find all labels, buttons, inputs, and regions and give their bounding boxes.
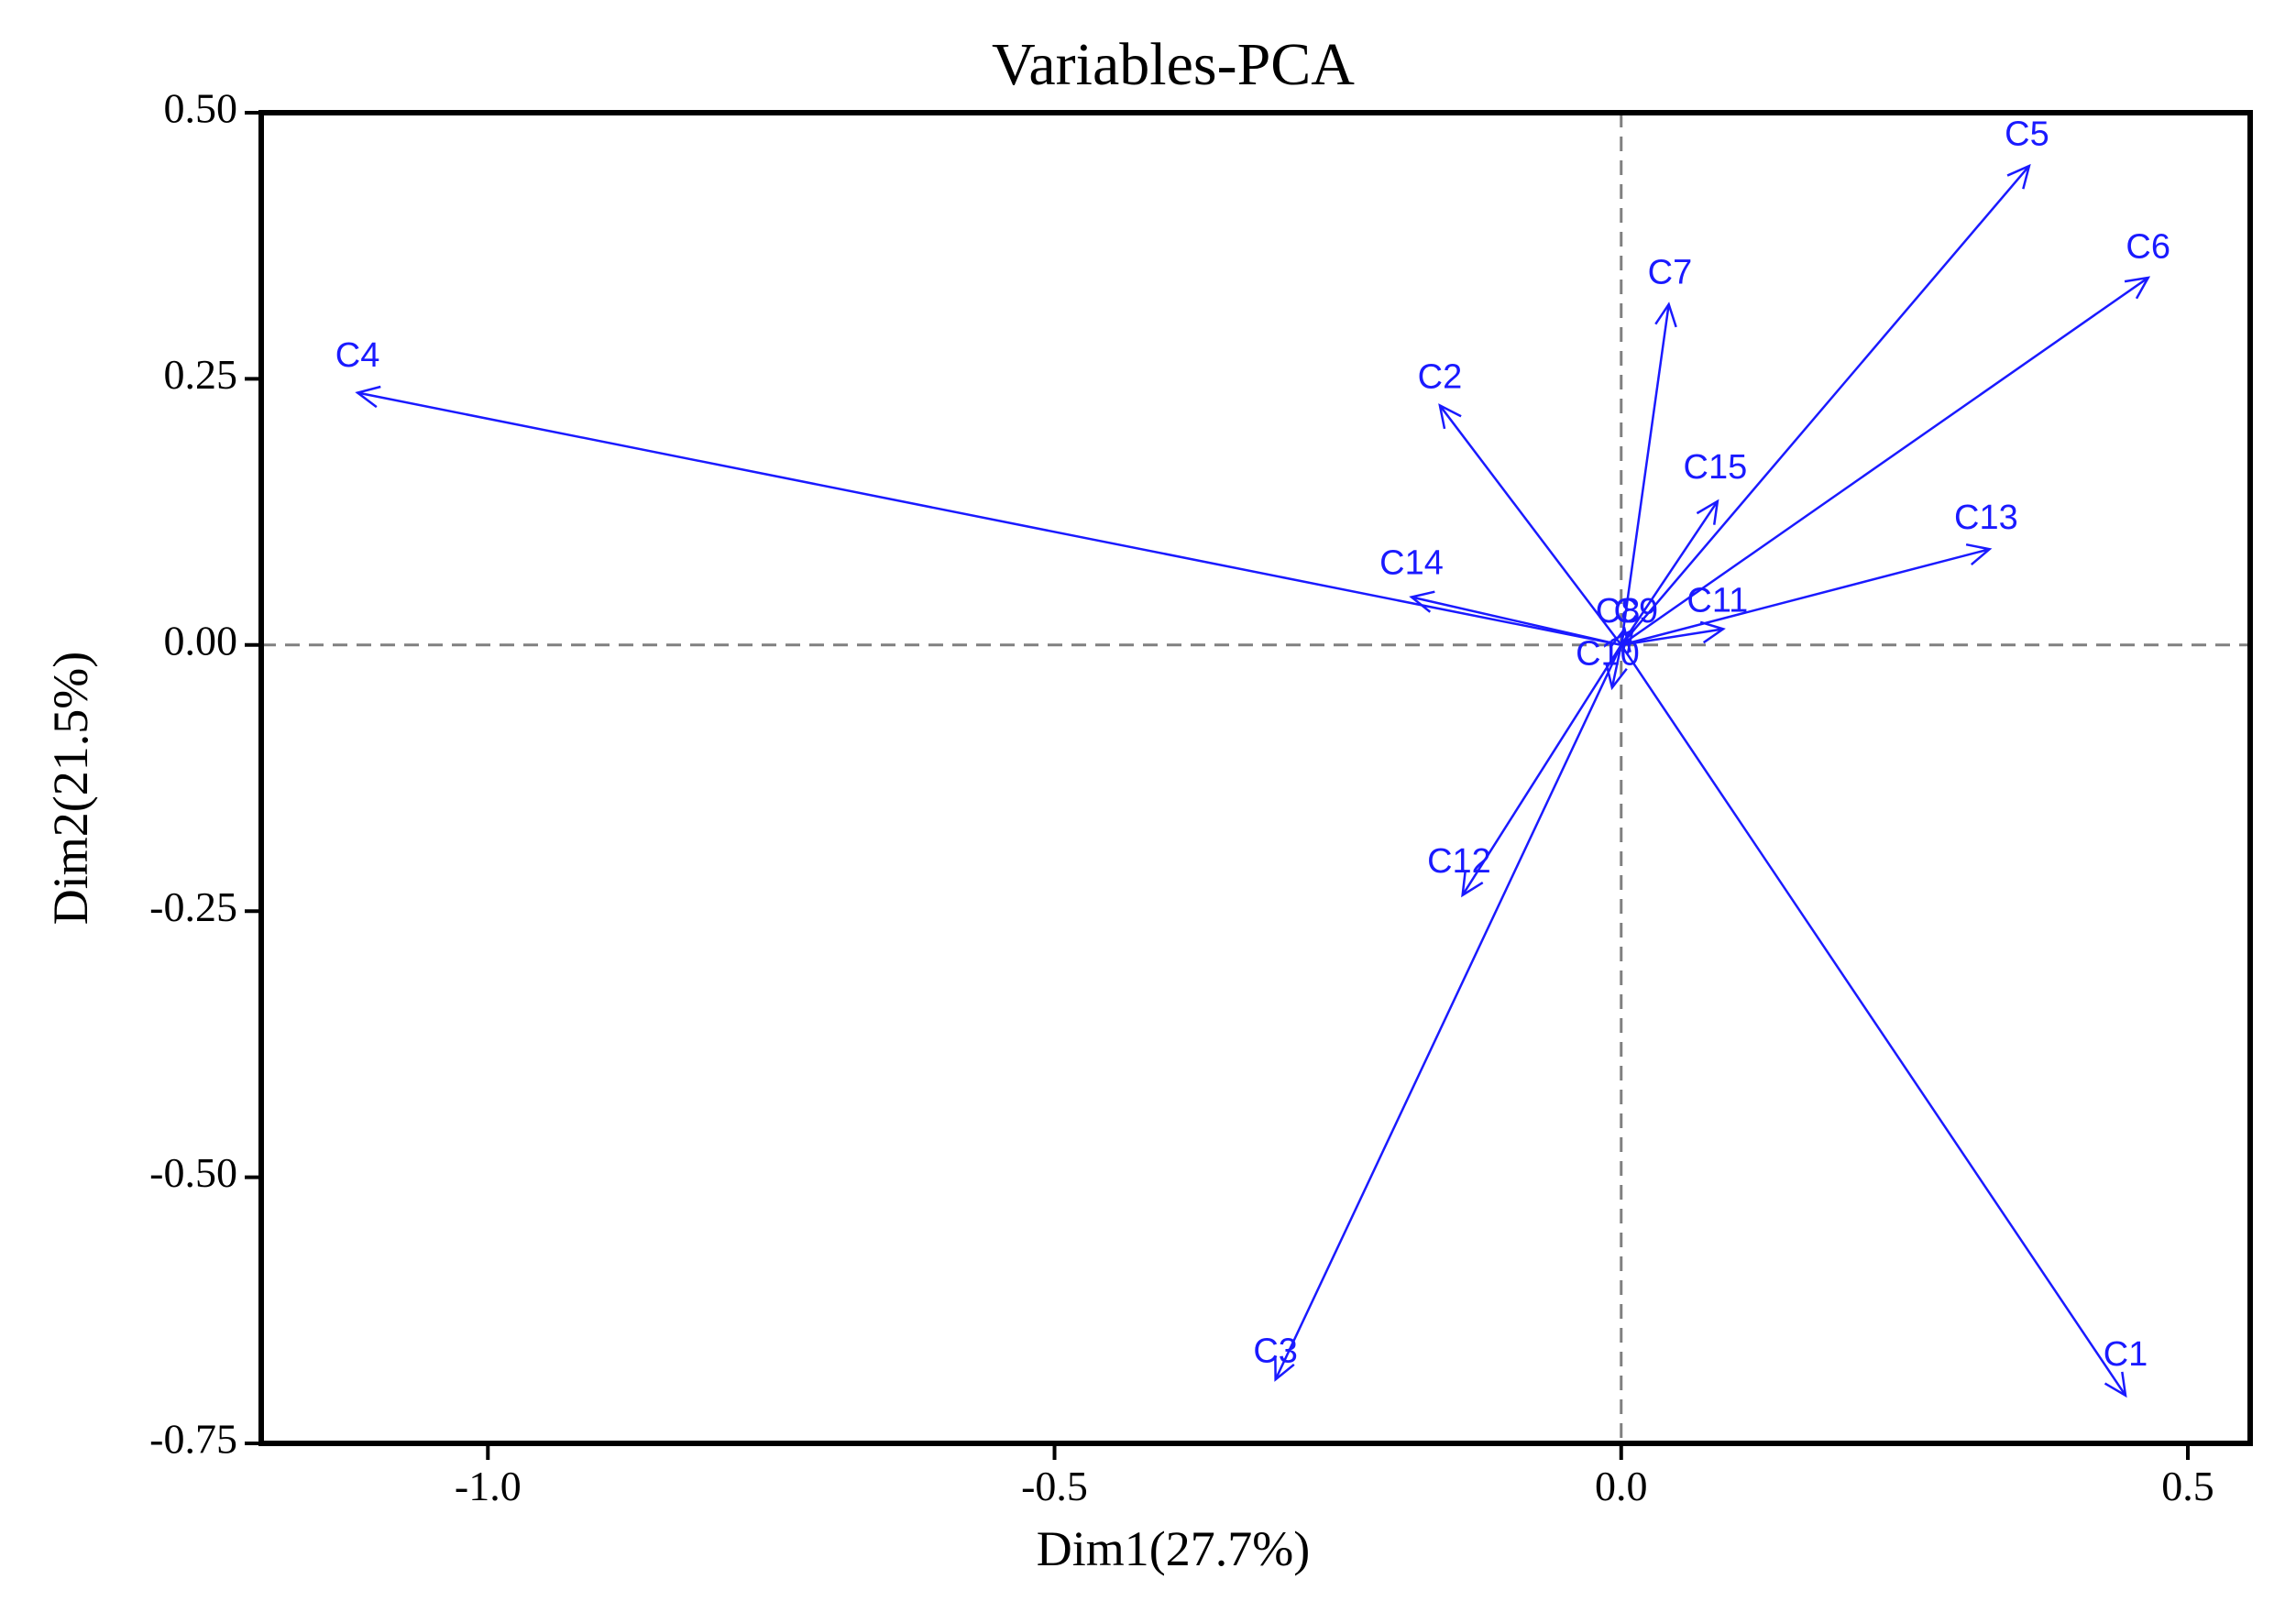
variable-label-c1: C1 <box>2104 1335 2148 1374</box>
arrow-c14 <box>1409 590 1622 647</box>
arrow-shaft-c7 <box>1620 303 1670 645</box>
variable-label-c14: C14 <box>1379 544 1444 583</box>
y-axis-ticks: 0.50 0.25 0.00 -0.25 -0.50 -0.75 <box>149 85 261 1463</box>
variable-label-c11: C11 <box>1686 581 1748 620</box>
arrow-head-c13 <box>1965 543 1993 566</box>
variable-label-c7: C7 <box>1648 254 1693 292</box>
x-tick-label: -1.0 <box>455 1463 522 1509</box>
x-axis-label: Dim1(27.7%) <box>1037 1521 1310 1576</box>
y-tick-label: 0.50 <box>164 85 238 132</box>
variable-label-c13: C13 <box>1954 499 2018 537</box>
reference-lines <box>261 113 2250 1443</box>
arrow-c3 <box>1274 644 1622 1382</box>
arrow-shaft-c6 <box>1620 277 2149 646</box>
arrow-c2 <box>1438 403 1622 646</box>
variable-label-c3: C3 <box>1253 1332 1298 1370</box>
x-axis-ticks: -1.0 -0.5 0.0 0.5 <box>455 1443 2214 1509</box>
arrow-shaft-c1 <box>1620 644 2127 1397</box>
variable-arrows <box>355 163 2151 1398</box>
y-tick-label: -0.25 <box>149 883 237 930</box>
arrow-shaft-c12 <box>1461 644 1622 896</box>
variable-label-c10: C10 <box>1576 634 1640 673</box>
arrow-c6 <box>1620 276 2151 646</box>
plot-frame <box>258 110 2253 1446</box>
arrow-shaft-c14 <box>1411 596 1622 647</box>
arrow-head-c1 <box>2104 1371 2127 1398</box>
y-axis-label: Dim2(21.5%) <box>43 652 98 925</box>
arrow-shaft-c10 <box>1610 644 1622 688</box>
arrow-head-c10 <box>1605 663 1628 691</box>
variable-label-c4: C4 <box>335 336 380 375</box>
arrow-shaft-c11 <box>1620 628 1724 647</box>
arrow-c4 <box>355 385 1622 647</box>
variable-label-c2: C2 <box>1418 357 1463 396</box>
y-tick-label: 0.25 <box>164 351 238 398</box>
arrow-c15 <box>1620 499 1719 646</box>
arrow-head-c14 <box>1409 590 1435 613</box>
arrow-c7 <box>1620 302 1677 645</box>
arrow-c11 <box>1620 620 1726 647</box>
variable-label-c12: C12 <box>1427 842 1491 881</box>
arrow-c10 <box>1605 644 1628 691</box>
variable-label-c15: C15 <box>1684 448 1748 487</box>
arrow-head-c2 <box>1438 403 1462 430</box>
arrow-shaft-c5 <box>1620 165 2030 646</box>
arrow-c1 <box>1620 644 2127 1398</box>
variable-label-c8: C8 <box>1596 592 1641 631</box>
arrow-head-c4 <box>355 385 381 409</box>
variable-label-c5: C5 <box>2005 115 2049 154</box>
arrow-head-c5 <box>2006 163 2031 190</box>
x-tick-label: -0.5 <box>1021 1463 1088 1509</box>
variable-label-c9: C9 <box>1614 592 1659 631</box>
arrow-shaft-c15 <box>1620 500 1719 646</box>
arrow-shaft-c4 <box>357 391 1622 647</box>
x-tick-label: 0.0 <box>1595 1463 1648 1509</box>
variable-label-c6: C6 <box>2126 228 2170 267</box>
arrow-c5 <box>1620 163 2031 646</box>
arrow-head-c3 <box>1274 1355 1295 1382</box>
arrow-head-c11 <box>1699 620 1726 644</box>
arrow-shaft-c3 <box>1274 644 1622 1380</box>
y-tick-label: 0.00 <box>164 617 238 663</box>
arrow-shaft-c13 <box>1620 548 1990 647</box>
arrow-c12 <box>1461 644 1622 898</box>
y-tick-label: -0.75 <box>149 1416 237 1463</box>
arrow-head-c12 <box>1461 871 1484 898</box>
arrow-head-c15 <box>1696 499 1719 525</box>
y-tick-label: -0.50 <box>149 1149 237 1196</box>
arrow-head-c7 <box>1654 302 1677 328</box>
chart-title: Variables-PCA <box>992 31 1355 98</box>
arrow-head-c6 <box>2124 276 2151 300</box>
arrow-shaft-c2 <box>1438 404 1622 646</box>
arrow-c13 <box>1620 543 1993 647</box>
x-tick-label: 0.5 <box>2161 1463 2214 1509</box>
